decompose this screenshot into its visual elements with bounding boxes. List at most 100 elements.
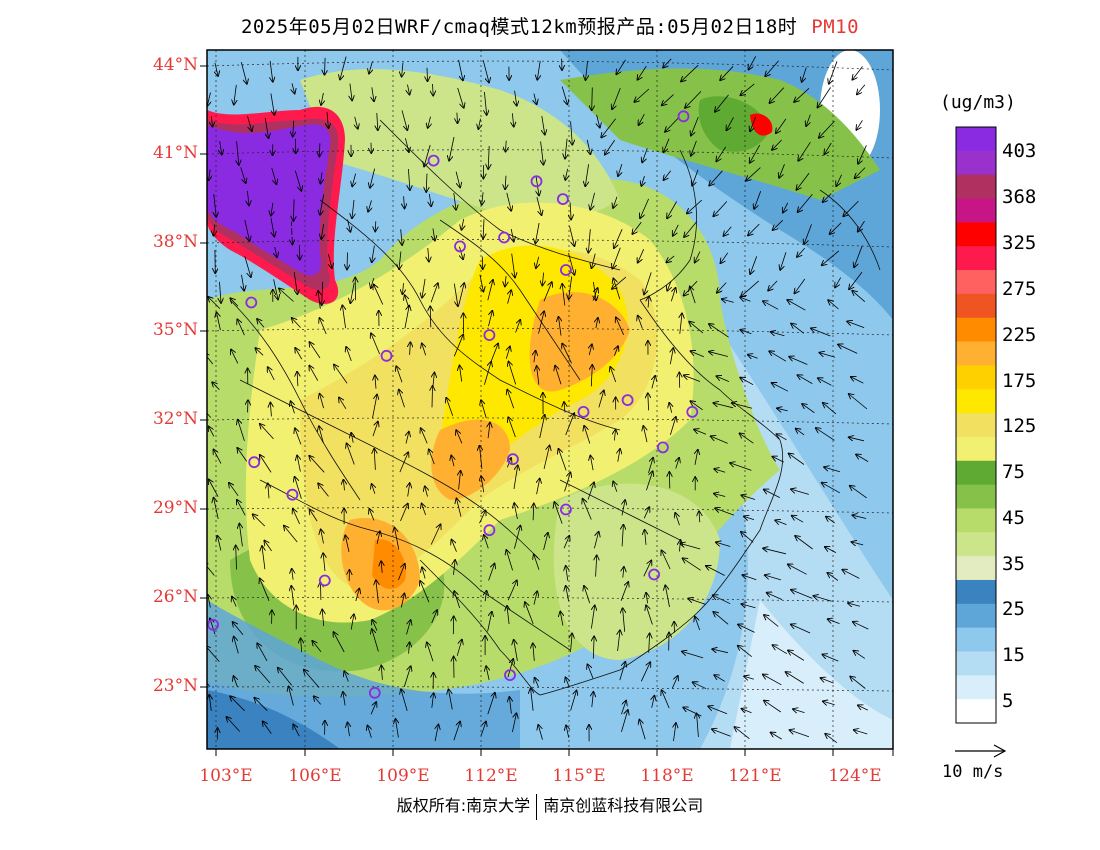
wind-arrow: [372, 395, 378, 419]
wind-arrow: [585, 164, 588, 186]
wind-arrow: [279, 289, 294, 302]
wind-arrow: [614, 430, 615, 441]
wind-arrow: [459, 471, 461, 490]
wind-arrow: [740, 297, 751, 301]
wind-arrow: [370, 702, 376, 715]
wind-arrow: [482, 60, 489, 82]
wind-arrow: [843, 200, 859, 216]
wind-arrow: [429, 193, 431, 206]
wind-arrow: [708, 706, 728, 715]
wind-arrow: [601, 118, 616, 138]
wind-arrow: [446, 398, 454, 416]
wind-arrow: [352, 173, 355, 187]
wind-arrow: [320, 394, 324, 409]
wind-arrow: [399, 452, 408, 473]
wind-arrow: [646, 471, 652, 491]
wind-arrow: [480, 722, 486, 736]
copyright-company: 南京创蓝科技有限公司: [543, 796, 704, 815]
city-marker: [560, 264, 572, 276]
colorbar: [956, 127, 996, 724]
city-marker: [498, 231, 511, 244]
wind-vectors: [207, 56, 869, 744]
wind-arrow: [663, 58, 672, 68]
lat-label-23: 23°N: [152, 676, 198, 696]
wind-arrow: [255, 348, 264, 356]
wind-arrow: [767, 593, 783, 600]
wind-arrow: [513, 465, 518, 489]
city-marker: [657, 441, 669, 454]
wind-arrow: [566, 726, 569, 738]
city-marker: [248, 456, 261, 469]
wind-arrow: [855, 167, 866, 179]
wind-arrow: [233, 622, 244, 636]
wind-arrow: [512, 253, 515, 278]
wind-arrow: [395, 528, 400, 550]
colorbar-swatch: [956, 174, 996, 200]
colorbar-swatch: [956, 651, 996, 676]
wind-arrow: [798, 141, 811, 161]
wind-arrow: [456, 430, 463, 444]
city-marker: [286, 488, 299, 501]
colorbar-label: 15: [1002, 644, 1025, 666]
wind-arrow: [372, 629, 379, 652]
title-main: 2025年05月02日WRF/cmaq模式12km预报产品:05月02日18时: [240, 16, 798, 38]
wind-arrow: [273, 279, 278, 299]
wind-arrow: [732, 403, 753, 409]
wind-arrow: [687, 199, 703, 213]
wind-arrow: [401, 229, 402, 245]
wind-arrow: [343, 480, 344, 491]
colorbar-swatch: [956, 246, 996, 271]
wind-arrow: [787, 300, 806, 311]
wind-arrow: [854, 245, 863, 267]
wind-arrow: [490, 344, 498, 363]
wind-arrow: [643, 561, 652, 577]
wind-arrow: [217, 536, 221, 551]
wind-arrow: [348, 219, 351, 232]
wind-arrow: [207, 412, 212, 418]
wind-arrow: [688, 599, 706, 605]
wind-arrow: [638, 65, 647, 80]
wind-arrow: [376, 580, 379, 604]
wind-arrow: [742, 604, 756, 608]
colorbar-label: 45: [1002, 507, 1025, 529]
wind-arrow: [214, 224, 215, 235]
wind-arrow: [351, 433, 353, 443]
wind-arrow: [398, 564, 404, 581]
wind-arrow: [681, 64, 699, 81]
wind-arrow: [291, 401, 295, 414]
wind-arrow: [374, 449, 375, 470]
wind-arrow: [253, 514, 266, 527]
wind-arrow: [763, 675, 782, 686]
wind-arrow: [691, 351, 704, 358]
wind-arrow: [257, 643, 268, 662]
wind-arrow: [209, 695, 211, 711]
wind-arrow: [716, 542, 731, 547]
wind-arrow: [268, 367, 275, 381]
wind-arrow: [818, 378, 832, 386]
wind-arrow: [404, 196, 405, 208]
wind-arrow: [539, 415, 545, 439]
wind-arrow: [597, 114, 600, 128]
wind-arrow: [746, 167, 761, 181]
wind-arrow: [375, 376, 376, 389]
wind-arrow: [795, 536, 813, 550]
wind-arrow: [207, 562, 215, 576]
wind-arrow: [652, 696, 655, 708]
wind-arrow: [690, 287, 696, 304]
wind-arrow: [613, 196, 617, 208]
wind-arrow: [207, 92, 210, 106]
wind-arrow: [209, 427, 215, 437]
wind-arrow: [242, 274, 245, 291]
lat-label-29: 29°N: [152, 498, 198, 518]
wind-arrow: [352, 199, 354, 218]
city-marker: [318, 574, 331, 587]
wind-arrow: [618, 163, 622, 176]
wind-arrow: [534, 93, 537, 105]
wind-arrow: [410, 342, 411, 355]
wind-arrow: [430, 525, 440, 545]
wind-arrow: [741, 280, 759, 296]
wind-arrow: [515, 90, 517, 106]
wind-arrow: [714, 494, 726, 497]
wind-arrow: [741, 83, 755, 95]
wind-arrow: [589, 345, 592, 356]
